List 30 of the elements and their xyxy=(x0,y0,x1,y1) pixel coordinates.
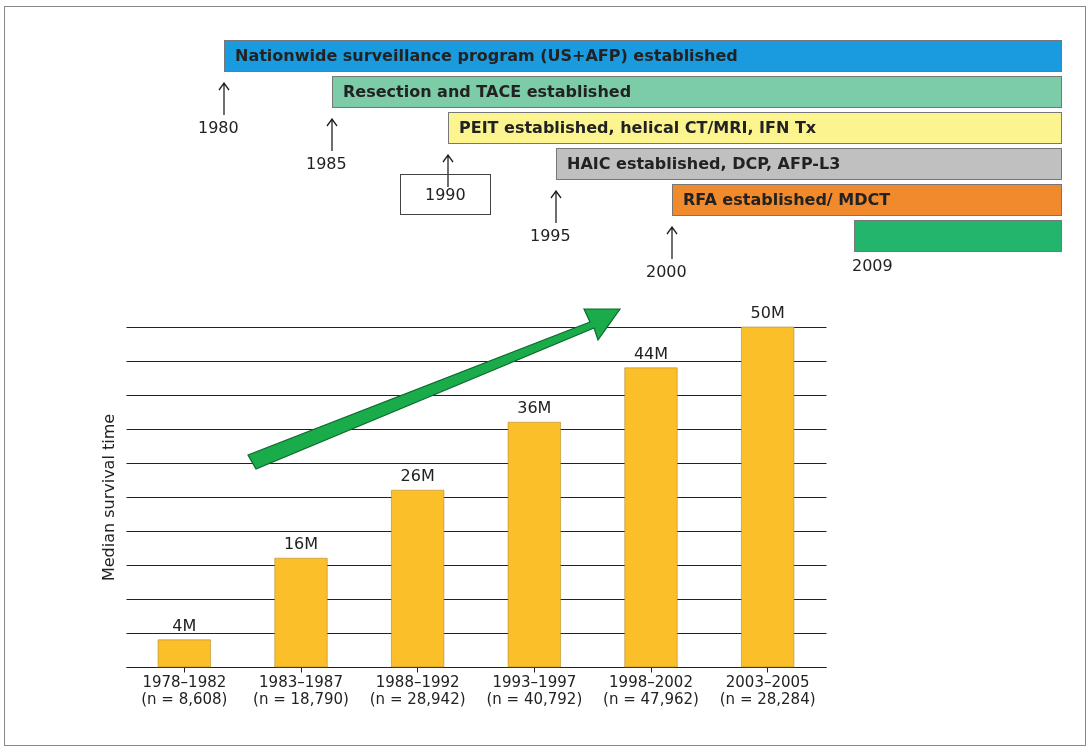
bar xyxy=(507,421,561,668)
text: 1990 xyxy=(400,174,491,215)
x-tick-label: 1988–1992 (n = 28,942) xyxy=(369,672,466,708)
text: Nationwide surveillance program (US+AFP) established xyxy=(224,40,1062,72)
text: Resection and TACE established xyxy=(332,76,1062,108)
x-tick-label: 2003–2005 (n = 28,284) xyxy=(719,672,816,708)
x-tick-label: 1983–1987 (n = 18,790) xyxy=(253,672,349,708)
bar xyxy=(624,367,678,668)
data-label: 50M xyxy=(750,303,785,322)
bar xyxy=(741,326,795,668)
text: 1995 xyxy=(530,226,571,245)
x-tick-label: 1993–1997 (n = 40,792) xyxy=(486,672,583,708)
bar xyxy=(391,489,445,668)
text: PEIT established, helical CT/MRI, IFN Tx xyxy=(448,112,1062,144)
text: 1980 xyxy=(198,118,239,137)
bar xyxy=(274,557,328,668)
x-tick-label: 1978–1982 (n = 8,608) xyxy=(141,672,228,708)
data-label: 44M xyxy=(633,343,669,363)
x-tick-label: 1998–2002 (n = 47,962) xyxy=(603,672,699,708)
bar xyxy=(157,639,211,668)
text: 2009 xyxy=(852,256,893,275)
y-axis-title: Median survival time xyxy=(98,413,118,582)
data-label: 16M xyxy=(283,534,319,554)
text: 2000 xyxy=(646,262,687,281)
text: RFA established/ MDCT xyxy=(672,184,1062,216)
text: HAIC established, DCP, AFP-L3 xyxy=(556,148,1062,180)
data-label: 26M xyxy=(400,466,435,486)
text: 1985 xyxy=(306,154,347,173)
data-label: 4M xyxy=(172,615,197,635)
data-label: 36M xyxy=(517,398,552,418)
